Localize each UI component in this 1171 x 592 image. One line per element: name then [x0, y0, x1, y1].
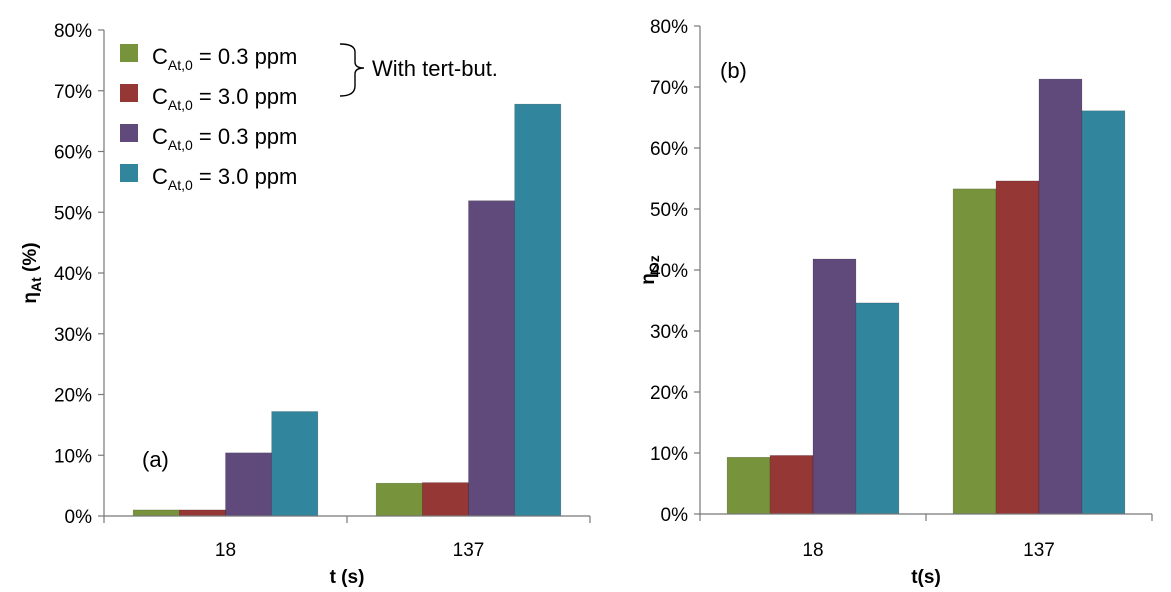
legend-entry-2: CAt,0 = 3.0 ppm [152, 84, 297, 113]
y-tick-label: 10% [54, 446, 92, 467]
bar-b-s3-c1 [812, 258, 857, 515]
x-axis-title: t(s) [911, 567, 941, 588]
bar-b-s4-c2 [1081, 110, 1126, 515]
legend-swatch-3 [120, 124, 138, 142]
panel-label: (a) [142, 447, 169, 472]
bar-b-s2-c2 [995, 180, 1040, 515]
y-tick-label: 10% [650, 444, 688, 465]
x-tick-label: 137 [1023, 540, 1055, 561]
y-tick-label: 0% [65, 507, 93, 528]
bar-a-s4-c2 [514, 103, 562, 517]
y-tick-label: 40% [650, 261, 688, 282]
legend-group-brace [339, 43, 365, 97]
bar-b-s3-c2 [1038, 78, 1083, 515]
y-tick-label: 30% [54, 325, 92, 346]
bar-a-s3-c2 [468, 200, 515, 517]
y-tick-label: 70% [650, 78, 688, 99]
x-tick-label: 18 [802, 540, 823, 561]
legend: CAt,0 = 0.3 ppm CAt,0 = 3.0 ppm CAt,0 = … [120, 43, 498, 193]
y-tick-label: 20% [650, 383, 688, 404]
y-tick-label: 40% [54, 264, 92, 285]
y-axis-title: ηOz [638, 255, 662, 285]
legend-swatch-1 [120, 44, 138, 62]
y-tick-label: 0% [661, 505, 689, 526]
panel-b: 0% 10% 20% 30% 40% 50% 60% 70% 80% 18 137 t(s) ηOz (b… [638, 17, 1153, 588]
y-tick-label: 60% [54, 143, 92, 164]
x-tick-label: 137 [453, 540, 485, 561]
bar-a-s2-c2 [422, 482, 469, 517]
legend-group-label: With tert-but. [372, 56, 498, 81]
bar-a-s3-c1 [225, 452, 272, 517]
x-axis-title: t (s) [330, 567, 365, 588]
y-tick-label: 70% [54, 82, 92, 103]
y-tick-label: 30% [650, 322, 688, 343]
y-tick-label: 50% [650, 200, 688, 221]
y-axis-title: ηAt (%) [20, 242, 44, 303]
legend-swatch-2 [120, 84, 138, 102]
panel-a: 0% 10% 20% 30% 40% 50% 60% 70% 80% 18 137 t (s) ηAt … [20, 21, 591, 588]
x-tick-label: 18 [215, 540, 236, 561]
bar-a-s1-c1 [132, 509, 180, 517]
panel-label: (b) [720, 58, 747, 83]
bar-b-s1-c2 [952, 188, 997, 515]
legend-entry-1: CAt,0 = 0.3 ppm [152, 44, 297, 73]
bar-a-s1-c2 [375, 482, 423, 517]
y-tick-label: 50% [54, 203, 92, 224]
bar-b-s1-c1 [726, 456, 771, 515]
bar-b-s2-c1 [769, 455, 814, 515]
y-tick-label: 80% [54, 21, 92, 42]
y-tick-label: 20% [54, 386, 92, 407]
bar-b-s4-c1 [855, 302, 900, 515]
y-tick-label: 80% [650, 17, 688, 38]
legend-swatch-4 [120, 164, 138, 182]
bar-a-s4-c1 [271, 411, 319, 517]
legend-entry-4: CAt,0 = 3.0 ppm [152, 164, 297, 193]
legend-entry-3: CAt,0 = 0.3 ppm [152, 124, 297, 153]
y-tick-label: 60% [650, 139, 688, 160]
bar-a-s2-c1 [179, 509, 226, 517]
